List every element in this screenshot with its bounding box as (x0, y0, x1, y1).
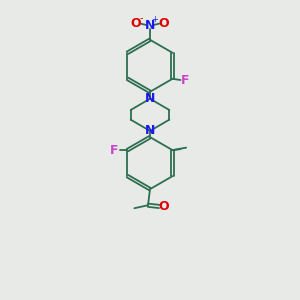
Text: O: O (130, 17, 141, 30)
Text: N: N (145, 19, 155, 32)
Text: O: O (159, 200, 170, 213)
Text: -: - (139, 14, 143, 23)
Text: F: F (110, 144, 119, 157)
Text: O: O (158, 17, 169, 30)
Text: N: N (145, 124, 155, 137)
Text: F: F (181, 74, 190, 86)
Text: +: + (151, 16, 158, 25)
Text: N: N (145, 92, 155, 105)
